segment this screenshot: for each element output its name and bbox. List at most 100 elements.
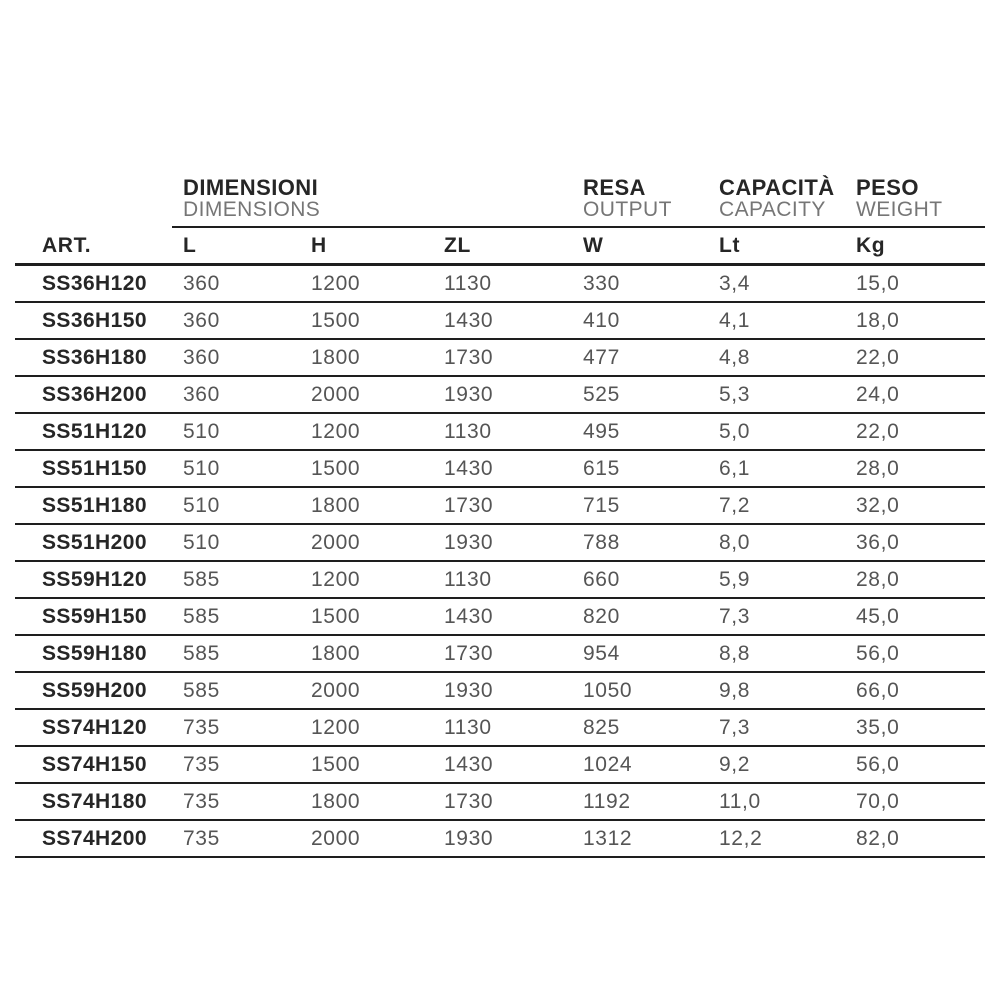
weight-cell: 15,0 [856,271,900,295]
length-cell: 585 [183,678,220,702]
capacity-cell: 7,2 [719,493,751,517]
article-code-cell: SS36H150 [42,308,147,332]
output-cell: 715 [583,493,620,517]
height-cell: 1200 [311,419,361,443]
height-cell: 1500 [311,752,361,776]
capacity-cell: 11,0 [719,789,761,813]
group-header-weight: PESO WEIGHT [845,175,985,228]
article-code-cell: SS36H200 [42,382,147,406]
length-cell: 735 [183,789,220,813]
table-row: SS74H200 735 2000 1930 1312 12,2 82,0 [15,821,985,858]
group-subtitle-output: OUTPUT [583,198,672,221]
capacity-cell: 9,2 [719,752,751,776]
table-row: SS51H180 510 1800 1730 715 7,2 32,0 [15,488,985,525]
group-title-capacita: CAPACITÀ [719,175,835,200]
zl-cell: 1430 [444,308,494,332]
output-cell: 1024 [583,752,633,776]
length-cell: 585 [183,641,220,665]
table-row: SS51H120 510 1200 1130 495 5,0 22,0 [15,414,985,451]
weight-cell: 22,0 [856,345,900,369]
table-row: SS74H180 735 1800 1730 1192 11,0 70,0 [15,784,985,821]
table-row: SS36H180 360 1800 1730 477 4,8 22,0 [15,340,985,377]
height-cell: 2000 [311,826,361,850]
group-title-peso: PESO [856,175,919,200]
table-row: SS74H150 735 1500 1430 1024 9,2 56,0 [15,747,985,784]
weight-cell: 24,0 [856,382,900,406]
group-header-dimensions: DIMENSIONI DIMENSIONS [172,175,572,228]
article-code-cell: SS59H180 [42,641,147,665]
height-cell: 2000 [311,678,361,702]
article-code-cell: SS74H200 [42,826,147,850]
table-row: SS36H200 360 2000 1930 525 5,3 24,0 [15,377,985,414]
output-cell: 788 [583,530,620,554]
output-cell: 477 [583,345,620,369]
group-title-resa: RESA [583,175,646,200]
group-subtitle-weight: WEIGHT [856,198,943,221]
column-header-zl: ZL [444,233,471,257]
weight-cell: 22,0 [856,419,900,443]
capacity-cell: 3,4 [719,271,751,295]
article-code-cell: SS51H180 [42,493,147,517]
column-header-h: H [311,233,327,257]
output-cell: 615 [583,456,620,480]
zl-cell: 1930 [444,678,494,702]
capacity-cell: 5,3 [719,382,751,406]
table-row: SS59H200 585 2000 1930 1050 9,8 66,0 [15,673,985,710]
weight-cell: 36,0 [856,530,900,554]
article-code-cell: SS51H150 [42,456,147,480]
capacity-cell: 12,2 [719,826,763,850]
zl-cell: 1930 [444,530,494,554]
column-header-art: ART. [42,233,92,257]
table-row: SS36H120 360 1200 1130 330 3,4 15,0 [15,266,985,303]
capacity-cell: 6,1 [719,456,751,480]
article-code-cell: SS36H180 [42,345,147,369]
zl-cell: 1430 [444,752,494,776]
capacity-cell: 8,8 [719,641,751,665]
group-header-capacity: CAPACITÀ CAPACITY [708,175,845,228]
height-cell: 1500 [311,456,361,480]
weight-cell: 82,0 [856,826,900,850]
capacity-cell: 9,8 [719,678,751,702]
length-cell: 510 [183,530,220,554]
zl-cell: 1130 [444,419,492,443]
article-code-cell: SS51H120 [42,419,147,443]
height-cell: 1800 [311,641,361,665]
zl-cell: 1730 [444,641,494,665]
height-cell: 1200 [311,567,361,591]
weight-cell: 56,0 [856,641,900,665]
height-cell: 1800 [311,493,361,517]
table-row: SS74H120 735 1200 1130 825 7,3 35,0 [15,710,985,747]
table-row: SS59H150 585 1500 1430 820 7,3 45,0 [15,599,985,636]
group-subtitle-dimensions: DIMENSIONS [183,198,321,221]
capacity-cell: 4,1 [719,308,751,332]
table-row: SS36H150 360 1500 1430 410 4,1 18,0 [15,303,985,340]
article-code-cell: SS59H200 [42,678,147,702]
column-header-lt: Lt [719,233,741,257]
length-cell: 510 [183,456,220,480]
weight-cell: 28,0 [856,456,900,480]
output-cell: 1192 [583,789,631,813]
weight-cell: 35,0 [856,715,900,739]
article-code-cell: SS74H150 [42,752,147,776]
capacity-cell: 4,8 [719,345,751,369]
output-cell: 825 [583,715,620,739]
group-subtitle-capacity: CAPACITY [719,198,826,221]
output-cell: 525 [583,382,620,406]
output-cell: 954 [583,641,620,665]
weight-cell: 32,0 [856,493,900,517]
length-cell: 360 [183,382,220,406]
output-cell: 495 [583,419,620,443]
capacity-cell: 7,3 [719,604,751,628]
length-cell: 585 [183,567,220,591]
table-body: SS36H120 360 1200 1130 330 3,4 15,0 SS36… [15,266,985,858]
zl-cell: 1130 [444,567,492,591]
height-cell: 2000 [311,382,361,406]
height-cell: 1200 [311,715,361,739]
zl-cell: 1430 [444,456,494,480]
article-code-cell: SS59H120 [42,567,147,591]
zl-cell: 1730 [444,345,494,369]
zl-cell: 1430 [444,604,494,628]
length-cell: 360 [183,308,220,332]
column-header-l: L [183,233,197,257]
group-header-row: DIMENSIONI DIMENSIONS RESA OUTPUT CAPACI… [15,175,985,228]
